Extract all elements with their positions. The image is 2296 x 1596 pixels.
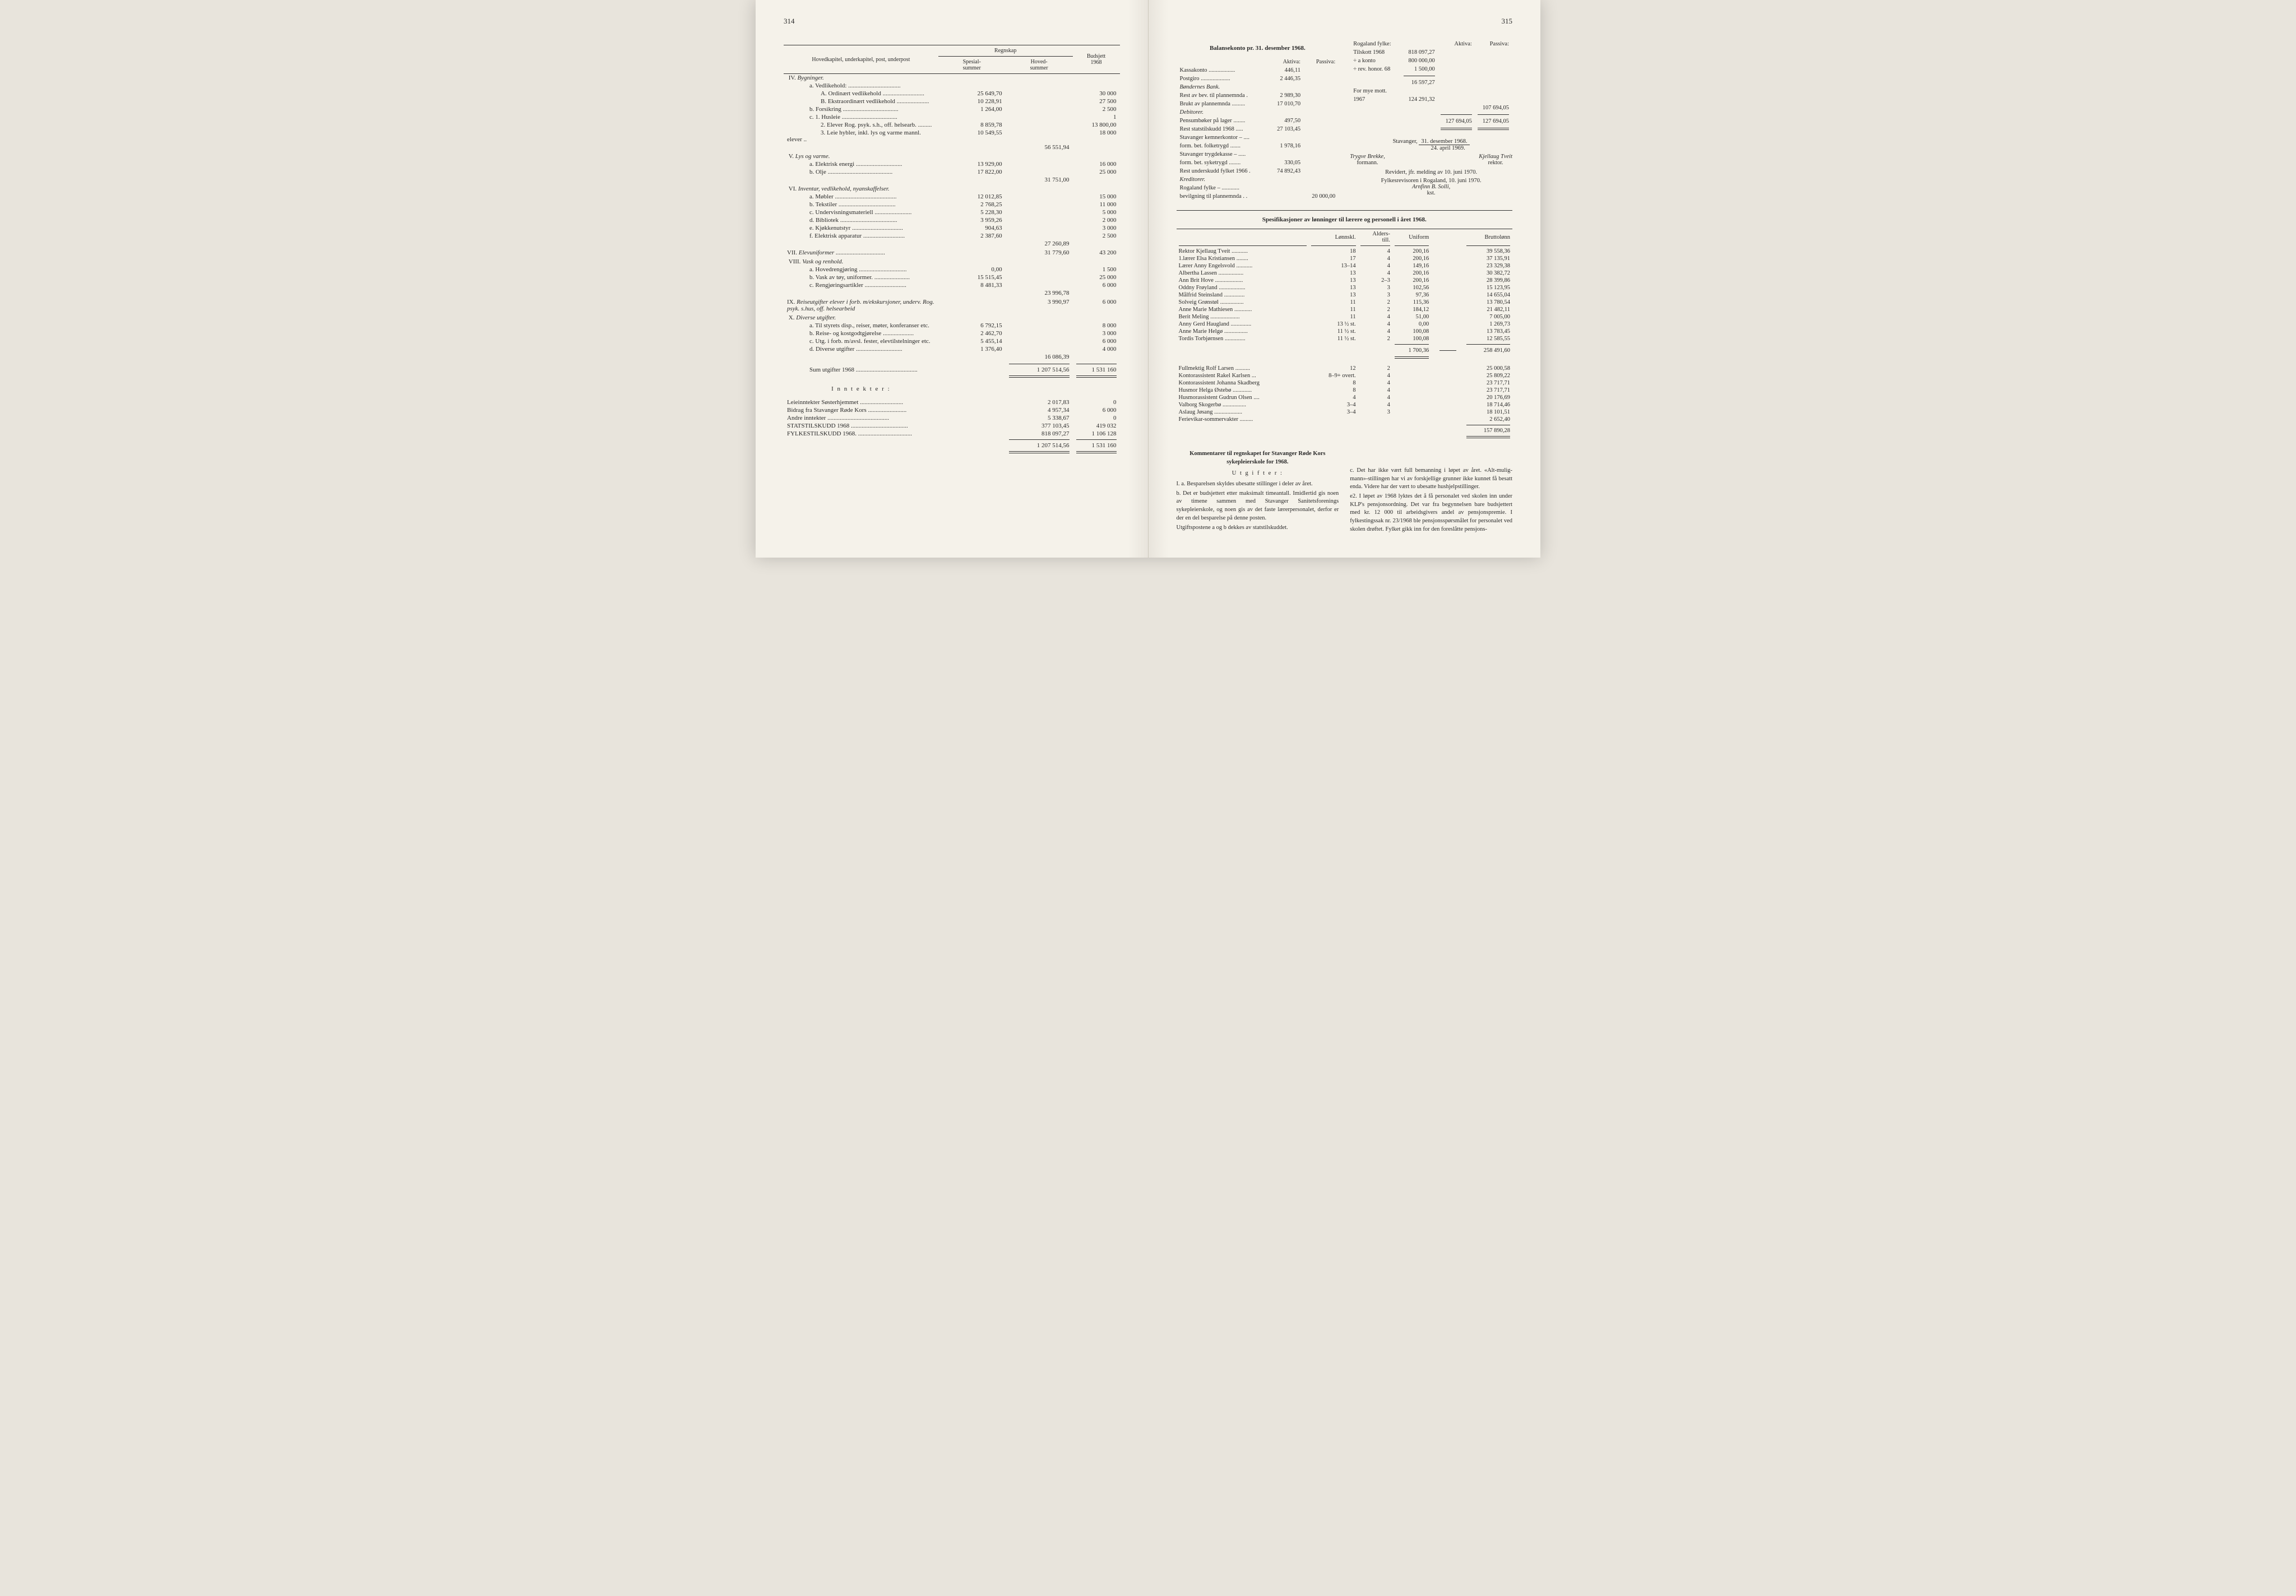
header-hoved: Hoved-summer <box>1006 57 1073 74</box>
ledger-table: Hovedkapitel, underkapitel, post, underp… <box>784 45 1120 454</box>
header-main: Hovedkapitel, underkapitel, post, underp… <box>784 45 938 74</box>
page-left: 314 Hovedkapitel, underkapitel, post, un… <box>756 0 1149 558</box>
header-regnskap: Regnskap <box>938 45 1073 57</box>
balance-right-table: Rogaland fylke:Aktiva:Passiva:Tilskott 1… <box>1350 39 1512 132</box>
page-right: 315 Balansekonto pr. 31. desember 1968. … <box>1149 0 1541 558</box>
salary-spec-table: Lønnskl.Alders-till.UniformBruttolønnRek… <box>1177 230 1513 439</box>
comments-section: Kommentarer til regnskapet for Stavanger… <box>1177 450 1513 535</box>
balance-title: Balansekonto pr. 31. desember 1968. <box>1177 45 1339 52</box>
header-budsjett: Budsjett1968 <box>1073 45 1120 74</box>
page-number: 315 <box>1502 17 1513 26</box>
book-spread: 314 Hovedkapitel, underkapitel, post, un… <box>756 0 1540 558</box>
utgifter-label: U t g i f t e r : <box>1177 470 1339 478</box>
balance-section: Balansekonto pr. 31. desember 1968. Akti… <box>1177 39 1513 201</box>
signature-block: Stavanger, 31. desember 1968. 24. april … <box>1350 138 1512 196</box>
header-spesial: Spesial-summer <box>938 57 1006 74</box>
balance-left-table: Aktiva:Passiva:Kassakonto ..............… <box>1177 57 1339 201</box>
page-number: 314 <box>784 17 795 26</box>
spec-title: Spesifikasjoner av lønninger til lærere … <box>1177 216 1513 223</box>
comments-title: Kommentarer til regnskapet for Stavanger… <box>1177 450 1339 466</box>
